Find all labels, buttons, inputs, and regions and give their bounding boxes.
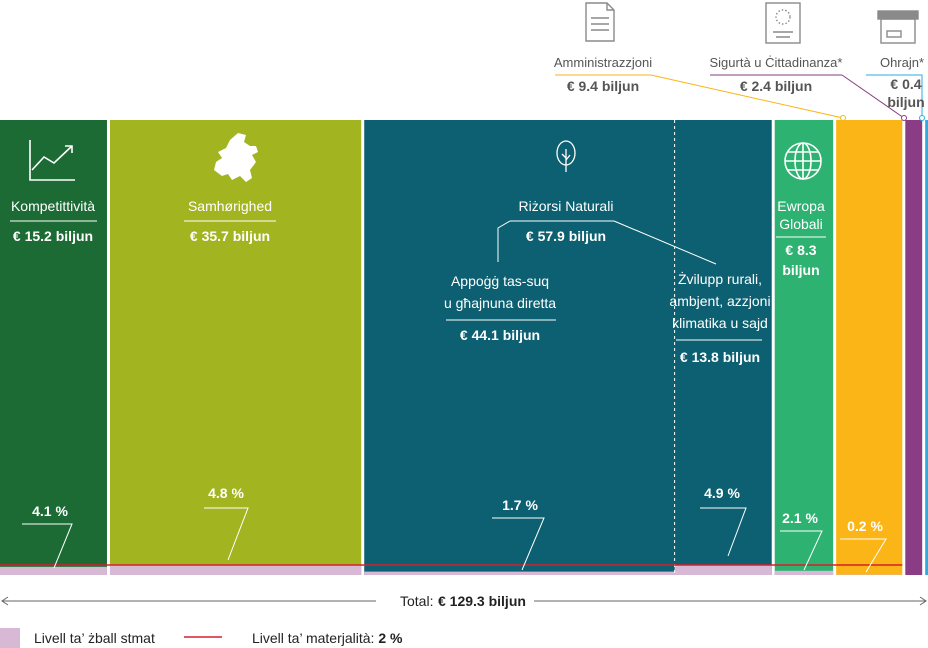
svg-text:€ 15.2 biljun: € 15.2 biljun xyxy=(13,228,93,244)
eu-passport-icon xyxy=(765,2,801,44)
svg-text:Ohrajn*: Ohrajn* xyxy=(880,55,924,70)
bar-2 xyxy=(364,120,772,575)
svg-text:€ 35.7 biljun: € 35.7 biljun xyxy=(190,228,270,244)
bar-0 xyxy=(0,120,107,575)
svg-text:biljun: biljun xyxy=(887,94,924,110)
error-label-cohesion: 4.8 % xyxy=(204,485,249,561)
svg-text:Sigurtà u Ċittadinanza*: Sigurtà u Ċittadinanza* xyxy=(710,55,843,70)
error-band-1-0 xyxy=(109,565,362,575)
svg-text:u għajnuna diretta: u għajnuna diretta xyxy=(444,295,556,311)
svg-text:klimatika u sajd: klimatika u sajd xyxy=(672,315,768,331)
bar-6 xyxy=(925,120,928,575)
svg-text:€ 44.1 biljun: € 44.1 biljun xyxy=(460,327,540,343)
svg-text:Riżorsi Naturali: Riżorsi Naturali xyxy=(519,198,614,214)
sub-label-rural-development: Żvilupp rurali, ambjent, azzjoni klimati… xyxy=(669,270,770,365)
bar-1 xyxy=(109,120,362,575)
svg-text:Żvilupp rurali,: Żvilupp rurali, xyxy=(678,270,762,287)
svg-text:1.7 %: 1.7 % xyxy=(502,497,538,513)
error-label-global-europe: 2.1 % xyxy=(780,510,823,571)
svg-text:0.2 %: 0.2 % xyxy=(847,518,883,534)
svg-text:Appoġġ tas-suq: Appoġġ tas-suq xyxy=(451,273,549,289)
error-band-3-0 xyxy=(774,570,834,575)
legend-label-materiality: Livell ta’ materjalità: 2 % xyxy=(252,630,403,646)
error-label-rural-development: 4.9 % xyxy=(700,485,747,557)
svg-text:€ 13.8 biljun: € 13.8 biljun xyxy=(680,349,760,365)
bars-group xyxy=(0,120,928,575)
svg-text:Amministrazzjoni: Amministrazzjoni xyxy=(554,55,652,70)
tree-icon xyxy=(556,140,576,172)
category-label-competitiveness: Kompetittività € 15.2 biljun xyxy=(10,198,97,244)
legend: Livell ta’ żball stmat Livell ta’ materj… xyxy=(0,628,403,648)
error-band-2-0 xyxy=(364,571,675,575)
total-value: € 129.3 biljun xyxy=(438,593,526,609)
total-axis: Total: € 129.3 biljun xyxy=(1,593,927,609)
bar-4 xyxy=(836,120,903,575)
error-label-market-support: 1.7 % xyxy=(492,497,545,571)
svg-text:Globali: Globali xyxy=(779,216,823,232)
category-label-cohesion: Samhørighed € 35.7 biljun xyxy=(184,198,276,244)
chart-line-icon xyxy=(29,140,75,181)
legend-label-error: Livell ta’ żball stmat xyxy=(34,630,155,646)
category-label-security: Sigurtà u Ċittadinanza* € 2.4 biljun xyxy=(710,55,907,121)
svg-text:4.9 %: 4.9 % xyxy=(704,485,740,501)
error-label-administration: 0.2 % xyxy=(840,518,887,573)
svg-text:€ 2.4 biljun: € 2.4 biljun xyxy=(740,78,812,94)
svg-text:€ 0.4: € 0.4 xyxy=(890,76,921,92)
category-label-other: Ohrajn* € 0.4 biljun xyxy=(866,55,925,121)
document-icon xyxy=(585,2,615,42)
error-label-competitiveness: 4.1 % xyxy=(22,503,73,569)
svg-text:€ 57.9 biljun: € 57.9 biljun xyxy=(526,228,606,244)
error-band-2-1 xyxy=(674,565,772,575)
svg-text:Ewropa: Ewropa xyxy=(777,198,825,214)
svg-text:Kompetittività: Kompetittività xyxy=(11,198,95,214)
category-label-natural-resources: Riżorsi Naturali € 57.9 biljun xyxy=(497,198,717,265)
europe-map-icon xyxy=(214,133,258,182)
archive-box-icon xyxy=(877,10,919,44)
bar-3 xyxy=(774,120,834,575)
total-label: Total: xyxy=(400,593,433,609)
error-band-0-0 xyxy=(0,566,107,575)
bar-5 xyxy=(905,120,923,575)
svg-text:Samhørighed: Samhørighed xyxy=(188,198,272,214)
sub-label-market-support: Appoġġ tas-suq u għajnuna diretta € 44.1… xyxy=(444,273,556,343)
svg-text:ambjent, azzjoni: ambjent, azzjoni xyxy=(669,293,770,309)
svg-text:4.8 %: 4.8 % xyxy=(208,485,244,501)
legend-swatch-error xyxy=(0,628,20,648)
svg-text:2.1 %: 2.1 % xyxy=(782,510,818,526)
svg-text:€ 9.4 biljun: € 9.4 biljun xyxy=(567,78,639,94)
svg-text:biljun: biljun xyxy=(782,262,819,278)
globe-icon xyxy=(784,142,822,180)
svg-text:4.1 %: 4.1 % xyxy=(32,503,68,519)
category-label-administration: Amministrazzjoni € 9.4 biljun xyxy=(554,55,846,121)
category-label-global-europe: Ewropa Globali € 8.3 biljun xyxy=(776,198,826,278)
svg-text:€ 8.3: € 8.3 xyxy=(785,242,816,258)
